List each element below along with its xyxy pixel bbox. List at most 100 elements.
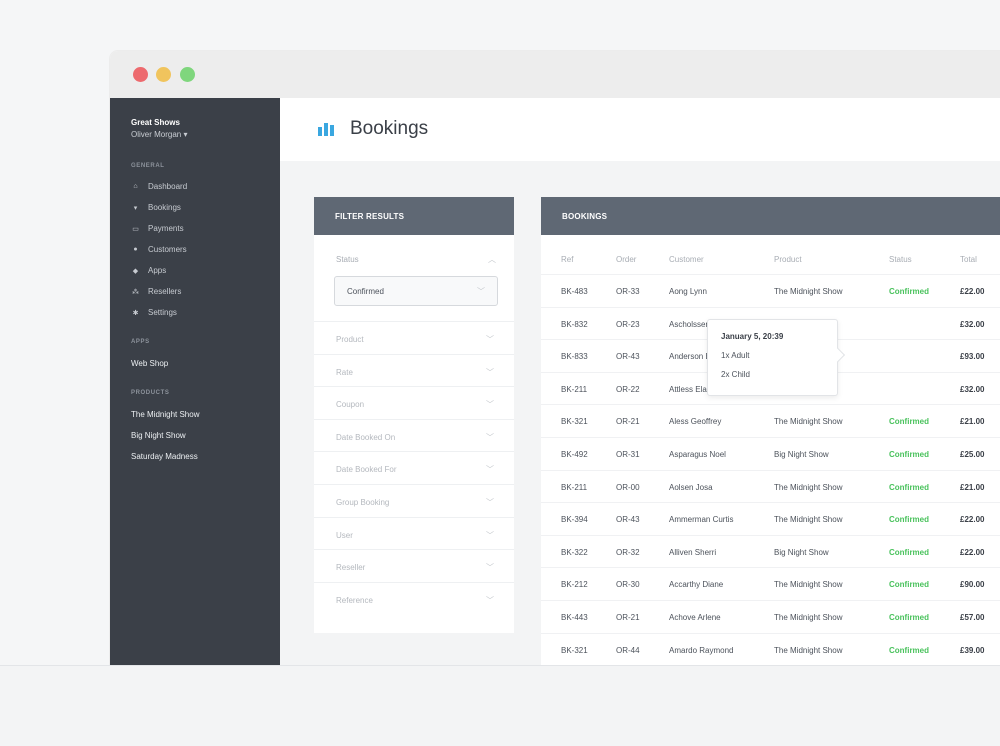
- cell-product: The Midnight Show: [774, 613, 843, 622]
- filter-row[interactable]: Rate ﹀: [314, 353, 514, 387]
- cell-ref: BK-321: [561, 417, 588, 427]
- cell-status: Confirmed: [889, 645, 929, 655]
- table-row[interactable]: BK-321 OR-21 Aless Geoffrey The Midnight Sh…: [541, 404, 1000, 436]
- cell-product: The Midnight Show: [774, 645, 843, 655]
- sidebar-item-payments[interactable]: ▭ Payments: [132, 224, 184, 233]
- sidebar-item-bookings[interactable]: ▾ Bookings: [131, 203, 181, 212]
- maximize-window-button[interactable]: [180, 67, 195, 82]
- cell-customer: Aolsen Josa: [669, 482, 713, 492]
- column-header-product[interactable]: Product: [774, 255, 802, 264]
- cell-status: Confirmed: [889, 450, 929, 459]
- cell-product: The Midnight Show: [774, 482, 843, 492]
- status-select[interactable]: Confirmed ﹀: [334, 276, 498, 306]
- table-row[interactable]: BK-322 OR-32 Alliven Sherri Big Night Show C…: [541, 534, 1000, 567]
- cell-order: OR-22: [616, 384, 640, 394]
- gear-icon: ✱: [132, 309, 139, 317]
- table-row[interactable]: BK-492 OR-31 Asparagus Noel Big Night Show C…: [541, 437, 1000, 469]
- filter-row[interactable]: Date Booked For ﹀: [314, 451, 514, 484]
- sidebar-item-apps[interactable]: ◆ Apps: [132, 266, 167, 275]
- tooltip-line: 1x Adult: [721, 351, 750, 360]
- sidebar-item-settings[interactable]: ✱ Settings: [132, 308, 177, 317]
- card-icon: ▭: [132, 225, 139, 233]
- sidebar-item-midnight-show[interactable]: The Midnight Show: [131, 410, 200, 419]
- cell-customer: Ascholssen Elena: [669, 319, 733, 329]
- box-icon: ◆: [132, 267, 139, 275]
- filter-panel: FILTER RESULTS Status ︿ Confirmed ﹀ Prod…: [314, 197, 514, 633]
- cell-product: The Midnight Show: [774, 417, 843, 427]
- cell-status: Confirmed: [889, 287, 929, 296]
- column-header-total[interactable]: Total: [960, 255, 977, 264]
- sidebar-item-big-night-show[interactable]: Big Night Show: [131, 431, 186, 440]
- chevron-down-icon: ﹀: [486, 498, 494, 507]
- cell-ref: BK-832: [561, 319, 588, 329]
- column-header-status[interactable]: Status: [889, 255, 912, 264]
- cell-ref: BK-322: [561, 547, 588, 557]
- cell-customer: Alliven Sherri: [669, 547, 717, 557]
- cell-status: Confirmed: [889, 613, 929, 622]
- cell-customer: Ammerman Curtis: [669, 515, 734, 525]
- cell-ref: BK-212: [561, 580, 588, 590]
- cell-customer: Attless Elaine: [669, 384, 718, 394]
- close-window-button[interactable]: [133, 67, 148, 82]
- sidebar-item-dashboard[interactable]: ⌂ Dashboard: [131, 182, 187, 191]
- table-row[interactable]: BK-394 OR-43 Ammerman Curtis The Midnight S…: [541, 502, 1000, 534]
- filter-row[interactable]: Product ﹀: [314, 321, 514, 354]
- column-header-customer[interactable]: Customer: [669, 255, 704, 264]
- minimize-window-button[interactable]: [156, 67, 171, 82]
- chevron-down-icon: ﹀: [486, 595, 494, 605]
- tooltip-date: January 5, 20:39: [721, 332, 784, 341]
- filter-panel-heading: FILTER RESULTS: [314, 197, 514, 235]
- cell-total: £32.00: [960, 319, 985, 329]
- table-row[interactable]: BK-212 OR-30 Accarthy Diane The Midnight Sh…: [541, 567, 1000, 599]
- cell-customer: Accarthy Diane: [669, 580, 724, 590]
- cell-total: £21.00: [960, 417, 985, 427]
- filter-row[interactable]: Reseller ﹀: [314, 549, 514, 582]
- filter-row-label: Group Booking: [336, 498, 390, 507]
- filter-row[interactable]: Reference ﹀: [314, 581, 514, 615]
- cell-total: £90.00: [960, 580, 985, 590]
- filter-row[interactable]: Group Booking ﹀: [314, 484, 514, 517]
- cell-order: OR-21: [616, 417, 640, 427]
- users-icon: ●: [133, 246, 138, 253]
- table-row[interactable]: BK-321 OR-44 Amardo Raymond The Midnight Sh…: [541, 632, 1000, 665]
- sitemap-icon: ⁂: [132, 288, 139, 296]
- filter-row-label: Date Booked For: [336, 465, 397, 475]
- sidebar-item-saturday-madness[interactable]: Saturday Madness: [131, 452, 198, 461]
- cell-total: £93.00: [960, 352, 985, 362]
- cell-product: Big Night Show: [774, 450, 829, 459]
- cell-product: Big Night Show: [774, 547, 829, 557]
- cell-total: £25.00: [960, 450, 985, 459]
- status-filter-label[interactable]: Status: [336, 255, 359, 264]
- column-header-order[interactable]: Order: [616, 255, 637, 264]
- sidebar-item-customers[interactable]: ● Customers: [131, 245, 186, 254]
- chevron-down-icon: ﹀: [486, 432, 494, 442]
- filter-row-label: Date Booked On: [336, 432, 396, 442]
- filter-row-label: Reference: [336, 595, 373, 605]
- filter-row[interactable]: Coupon ﹀: [314, 386, 514, 419]
- table-row[interactable]: BK-443 OR-21 Achove Arlene The Midnight Sho…: [541, 600, 1000, 632]
- sidebar-item-resellers[interactable]: ⁂ Resellers: [132, 287, 182, 296]
- cell-customer: Amardo Raymond: [669, 645, 734, 655]
- bookings-panel: BOOKINGS Ref Order Customer Product Stat…: [541, 197, 1000, 677]
- chevron-down-icon: ﹀: [486, 335, 494, 344]
- table-row[interactable]: BK-211 OR-00 Aolsen Josa The Midnight Show C…: [541, 469, 1000, 502]
- cell-total: £57.00: [960, 613, 985, 622]
- cell-product: The Midnight Show: [774, 515, 843, 525]
- user-menu[interactable]: Oliver Morgan ▾: [131, 130, 188, 139]
- section-heading-general: GENERAL: [131, 163, 165, 169]
- chevron-up-icon[interactable]: ︿: [488, 255, 496, 264]
- chevron-down-icon: ﹀: [477, 287, 485, 296]
- sidebar: Great Shows Oliver Morgan ▾ GENERAL ⌂ Das…: [110, 98, 280, 691]
- filter-row[interactable]: User ﹀: [314, 516, 514, 550]
- cell-order: OR-30: [616, 580, 640, 590]
- cell-ref: BK-443: [561, 613, 588, 622]
- column-header-ref[interactable]: Ref: [561, 255, 574, 264]
- filter-row[interactable]: Date Booked On ﹀: [314, 418, 514, 452]
- sidebar-item-web-shop[interactable]: Web Shop: [131, 359, 169, 368]
- cell-customer: Asparagus Noel: [669, 450, 726, 459]
- table-row[interactable]: BK-483 OR-33 Aong Lynn The Midnight Show Con…: [541, 274, 1000, 306]
- cell-product: The Midnight Show: [774, 580, 843, 590]
- cell-ref: BK-492: [561, 450, 588, 459]
- filter-row-label: Reseller: [336, 563, 366, 573]
- tooltip-line: 2x Child: [721, 370, 750, 379]
